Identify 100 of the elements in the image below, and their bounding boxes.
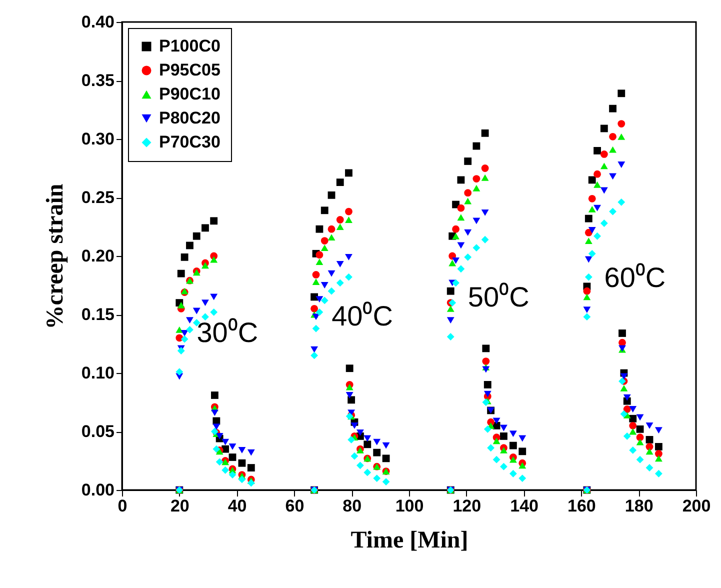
- point: [336, 216, 344, 224]
- point: [600, 162, 608, 170]
- point: [202, 300, 209, 306]
- point: [247, 464, 255, 472]
- point: [472, 244, 480, 252]
- point: [192, 232, 200, 240]
- x-tick-label: 140: [510, 496, 538, 516]
- point: [210, 392, 218, 399]
- point: [654, 470, 662, 478]
- point: [509, 442, 517, 450]
- point: [348, 396, 356, 404]
- point: [320, 237, 328, 244]
- point: [457, 265, 465, 273]
- point: [328, 234, 336, 240]
- point: [636, 438, 644, 446]
- legend-label: P80C20: [159, 108, 220, 128]
- point: [228, 454, 236, 461]
- point: [636, 456, 644, 464]
- point: [310, 304, 318, 312]
- point: [509, 456, 517, 463]
- point: [350, 452, 358, 460]
- point: [336, 279, 344, 287]
- point: [446, 305, 454, 312]
- point: [336, 224, 344, 230]
- point: [350, 422, 358, 429]
- point: [594, 204, 601, 212]
- point: [452, 279, 460, 287]
- point: [312, 324, 320, 332]
- point: [518, 448, 526, 456]
- point: [457, 176, 465, 184]
- point: [316, 308, 324, 316]
- point: [583, 294, 591, 300]
- point: [594, 181, 601, 188]
- point: [212, 424, 220, 430]
- point: [382, 478, 390, 486]
- point: [500, 432, 508, 440]
- point: [312, 278, 320, 285]
- point: [484, 380, 492, 388]
- point: [186, 317, 194, 324]
- point: [609, 146, 616, 153]
- point: [620, 410, 628, 418]
- point: [328, 225, 336, 233]
- point: [346, 392, 354, 398]
- point: [646, 443, 654, 450]
- point: [618, 90, 626, 98]
- point: [346, 384, 354, 390]
- point: [346, 364, 354, 372]
- point: [482, 366, 490, 373]
- point: [472, 184, 480, 192]
- point: [584, 238, 592, 244]
- point: [609, 132, 616, 140]
- point: [320, 282, 328, 288]
- point: [654, 455, 662, 462]
- x-tick-label: 200: [682, 496, 711, 516]
- point: [484, 390, 492, 398]
- point: [500, 424, 508, 432]
- point: [636, 425, 644, 433]
- x-tick-label: 60: [285, 496, 304, 516]
- point: [583, 287, 591, 295]
- point: [492, 438, 500, 444]
- point: [186, 326, 194, 334]
- y-tick-label: 0.20: [81, 246, 114, 266]
- point: [583, 313, 591, 321]
- legend-label: P90C10: [159, 84, 220, 104]
- point: [583, 306, 591, 314]
- point: [600, 124, 608, 132]
- point: [588, 176, 596, 184]
- point: [472, 175, 480, 182]
- point: [373, 438, 381, 446]
- point: [247, 449, 255, 456]
- point: [310, 352, 318, 360]
- point: [646, 436, 654, 444]
- point: [518, 435, 526, 442]
- point: [457, 242, 465, 249]
- point: [481, 236, 489, 244]
- point: [481, 210, 489, 216]
- point: [247, 479, 255, 487]
- point: [588, 194, 596, 202]
- point: [623, 394, 631, 401]
- point: [588, 250, 596, 258]
- point: [448, 260, 456, 266]
- y-tick-label: 0.00: [81, 480, 114, 500]
- point: [320, 206, 328, 214]
- point: [345, 273, 352, 281]
- point: [618, 133, 626, 140]
- point: [600, 187, 608, 194]
- point: [228, 444, 236, 450]
- point: [452, 225, 460, 233]
- annotation: 50⁰C: [468, 282, 530, 313]
- point: [210, 217, 218, 225]
- point: [446, 333, 454, 340]
- point: [609, 208, 616, 216]
- point: [481, 164, 489, 172]
- point: [594, 232, 601, 240]
- point: [509, 470, 517, 478]
- point: [464, 158, 472, 165]
- point: [212, 445, 220, 453]
- point: [500, 447, 508, 454]
- point: [238, 476, 246, 484]
- point: [629, 414, 637, 422]
